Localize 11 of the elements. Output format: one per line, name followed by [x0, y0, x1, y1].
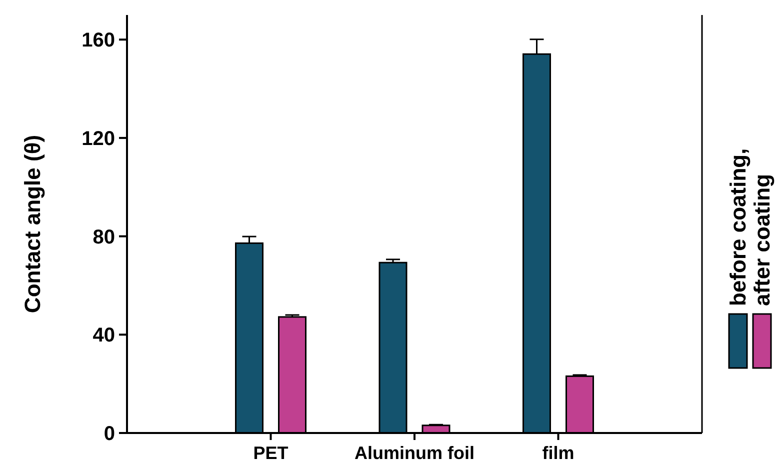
y-axis-title: Contact angle (θ) [20, 134, 45, 314]
y-tick-label: 160 [82, 30, 115, 52]
y-tick-label: 80 [92, 226, 115, 248]
x-tick-label: Aluminum foil [354, 443, 474, 463]
y-tick-label: 0 [104, 423, 115, 445]
y-tick-label: 40 [92, 324, 115, 347]
y-tick-label: 120 [82, 128, 115, 150]
text: after coating [750, 174, 775, 306]
x-tick-label: film [542, 443, 574, 463]
text: before coating, [726, 148, 751, 306]
x-tick-label: PET [253, 443, 288, 463]
